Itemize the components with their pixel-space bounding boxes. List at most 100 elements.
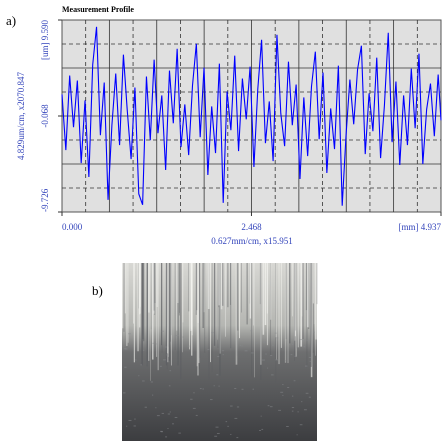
texture-speck: [161, 330, 165, 332]
texture-streak: [137, 263, 139, 352]
texture-speck: [282, 394, 284, 396]
photo-texture: [122, 263, 318, 439]
texture-speck: [182, 336, 184, 338]
texture-speck: [286, 426, 289, 428]
texture-speck: [167, 428, 169, 430]
texture-streak: [180, 263, 182, 379]
texture-streak: [150, 263, 152, 330]
texture-speck: [134, 418, 136, 420]
texture-streak: [182, 263, 183, 353]
texture-speck: [128, 419, 132, 421]
texture-streak: [196, 263, 198, 367]
texture-speck: [218, 385, 220, 387]
texture-streak: [278, 263, 280, 365]
texture-speck: [126, 425, 128, 427]
texture-streak: [284, 263, 287, 363]
texture-streak: [153, 263, 155, 311]
texture-streak: [203, 263, 205, 313]
texture-streak: [152, 263, 154, 360]
texture-speck: [168, 385, 171, 387]
texture-streak: [198, 263, 200, 364]
texture-streak: [161, 263, 162, 346]
texture-streak: [249, 263, 252, 319]
texture-streak: [139, 263, 141, 328]
texture-speck: [267, 367, 269, 369]
texture-speck: [312, 331, 315, 333]
texture-streak: [126, 263, 128, 346]
chart-title: Measurement Profile: [62, 5, 134, 14]
texture-streak: [146, 263, 149, 362]
texture-streak: [133, 263, 135, 324]
texture-speck: [213, 385, 215, 387]
texture-speck: [166, 354, 169, 356]
texture-streak: [150, 263, 152, 381]
profile-line: [61, 26, 442, 206]
texture-streak: [227, 263, 229, 308]
y-axis-label: 4.829um/cm, x2070.847: [16, 72, 26, 160]
texture-speck: [155, 407, 157, 409]
texture-speck: [222, 354, 224, 356]
texture-streak: [176, 263, 178, 331]
texture-speck: [167, 413, 171, 415]
texture-speck: [296, 434, 298, 436]
texture-speck: [172, 423, 174, 425]
texture-speck: [269, 406, 273, 408]
texture-streak: [213, 263, 216, 346]
texture-streak: [188, 263, 190, 312]
texture-speck: [250, 330, 253, 332]
texture-speck: [165, 436, 168, 438]
texture-streak: [154, 263, 156, 315]
texture-streak: [300, 263, 303, 347]
texture-streak: [204, 263, 206, 353]
texture-speck: [259, 430, 262, 432]
texture-speck: [272, 344, 274, 346]
texture-streak: [140, 263, 141, 314]
texture-speck: [169, 370, 172, 372]
texture-streak: [237, 263, 239, 331]
texture-speck: [267, 405, 270, 407]
texture-speck: [291, 407, 295, 409]
texture-streak: [174, 263, 176, 351]
texture-speck: [303, 409, 307, 411]
texture-speck: [230, 433, 232, 435]
texture-streak: [191, 263, 193, 356]
texture-streak: [295, 263, 297, 331]
texture-speck: [138, 375, 140, 377]
texture-streak: [157, 263, 159, 371]
x-axis-label: 0.627mm/cm, x15.951: [211, 236, 293, 246]
texture-streak: [124, 263, 126, 314]
texture-speck: [309, 360, 311, 362]
texture-streak: [262, 263, 265, 335]
texture-streak: [196, 263, 198, 311]
texture-speck: [308, 396, 311, 398]
texture-speck: [292, 395, 294, 397]
texture-speck: [276, 337, 279, 339]
texture-speck: [271, 374, 274, 376]
texture-streak: [301, 263, 303, 317]
texture-speck: [227, 425, 229, 427]
texture-speck: [217, 355, 220, 357]
texture-speck: [308, 356, 312, 358]
texture-speck: [193, 392, 195, 394]
texture-streak: [292, 263, 293, 317]
texture-speck: [244, 350, 248, 352]
texture-streak: [220, 263, 223, 310]
texture-streak: [191, 263, 193, 336]
texture-speck: [195, 414, 198, 416]
texture-speck: [280, 391, 284, 393]
texture-speck: [306, 339, 310, 341]
texture-streak: [197, 263, 199, 323]
texture-streak: [246, 263, 248, 325]
texture-streak: [123, 263, 125, 332]
texture-speck: [122, 392, 126, 394]
texture-streak: [239, 263, 241, 339]
texture-speck: [216, 433, 220, 435]
x-tick-label: 0.000: [62, 222, 83, 232]
texture-speck: [250, 352, 254, 354]
texture-speck: [234, 417, 238, 419]
texture-speck: [299, 424, 303, 426]
texture-streak: [222, 263, 224, 306]
texture-speck: [287, 386, 290, 388]
texture-streak: [280, 263, 282, 348]
